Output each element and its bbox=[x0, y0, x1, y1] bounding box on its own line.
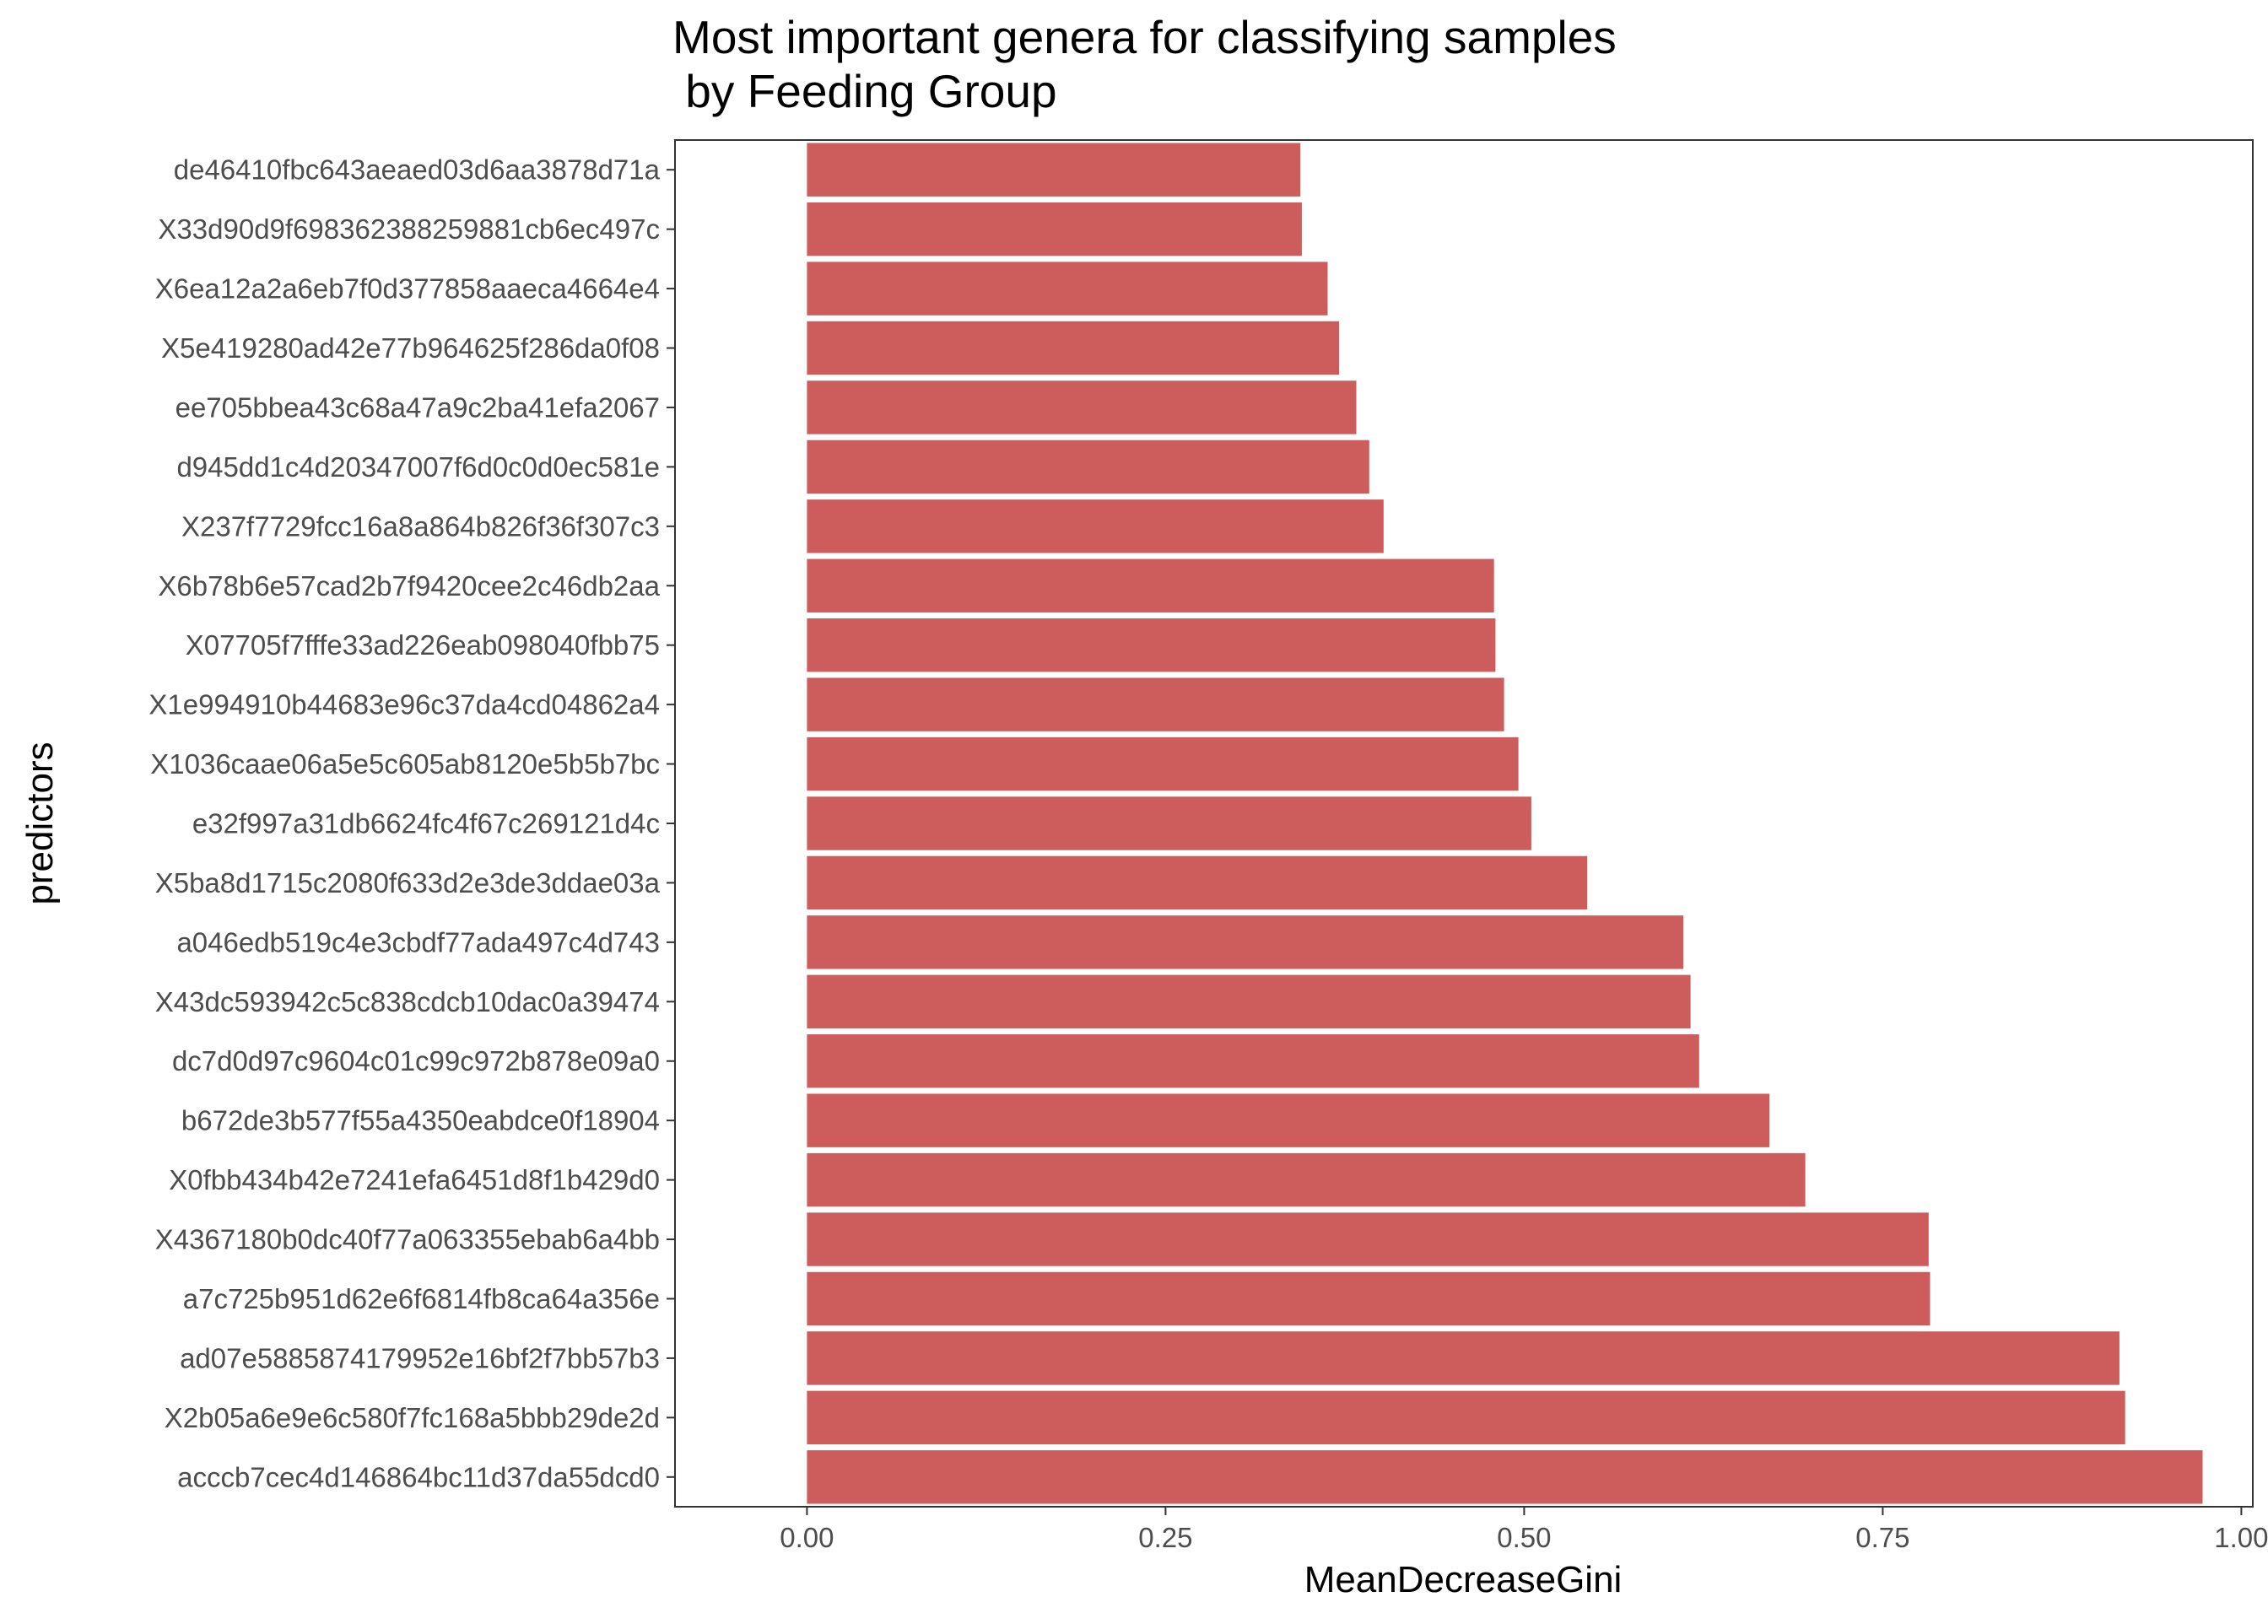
y-tick-label: X6ea12a2a6eb7f0d377858aaeca4664e4 bbox=[155, 273, 660, 305]
chart-subtitle: by Feeding Group bbox=[672, 65, 1057, 117]
y-tick-label: X5ba8d1715c2080f633d2e3de3ddae03a bbox=[155, 867, 661, 898]
y-tick-label: X237f7729fcc16a8a864b826f36f307c3 bbox=[181, 510, 660, 542]
y-tick-label: e32f997a31db6624fc4f67c269121d4c bbox=[192, 808, 660, 839]
y-tick-label: ad07e5885874179952e16bf2f7bb57b3 bbox=[180, 1342, 660, 1373]
y-tick-label: X6b78b6e57cad2b7f9420cee2c46db2aa bbox=[158, 570, 660, 602]
bar-X07705f7fffe33ad226eab098040fbb75 bbox=[807, 618, 1496, 672]
y-tick-label: b672de3b577f55a4350eabdce0f18904 bbox=[181, 1105, 660, 1136]
bar-dc7d0d97c9604c01c99c972b878e09a0 bbox=[807, 1034, 1699, 1088]
y-tick-label: X33d90d9f698362388259881cb6ec497c bbox=[158, 213, 660, 245]
y-tick-label: X4367180b0dc40f77a063355ebab6a4bb bbox=[155, 1224, 660, 1255]
y-tick-label: acccb7cec4d146864bc11d37da55dcd0 bbox=[177, 1461, 660, 1492]
x-tick-label: 0.50 bbox=[1497, 1522, 1551, 1553]
y-tick-label: X0fbb434b42e7241efa6451d8f1b429d0 bbox=[169, 1164, 660, 1195]
bar-de46410fbc643aeaed03d6aa3878d71a bbox=[807, 143, 1301, 197]
x-tick-label: 0.00 bbox=[780, 1522, 834, 1553]
bar-X5ba8d1715c2080f633d2e3de3ddae03a bbox=[807, 855, 1588, 910]
x-axis-ticks: 0.00 0.25 0.50 0.75 1.00 bbox=[780, 1507, 2268, 1553]
bar-X1036caae06a5e5c605ab8120e5b5b7bc bbox=[807, 736, 1519, 791]
bar-X33d90d9f698362388259881cb6ec497c bbox=[807, 202, 1302, 256]
bar-X43dc593942c5c838cdcb10dac0a39474 bbox=[807, 974, 1691, 1028]
bar-b672de3b577f55a4350eabdce0f18904 bbox=[807, 1093, 1770, 1147]
bar-a7c725b951d62e6f6814fb8ca64a356e bbox=[807, 1271, 1930, 1326]
y-tick-label: X5e419280ad42e77b964625f286da0f08 bbox=[161, 332, 660, 364]
x-tick-label: 1.00 bbox=[2214, 1522, 2268, 1553]
x-axis-title: MeanDecreaseGini bbox=[1304, 1559, 1623, 1600]
y-tick-label: dc7d0d97c9604c01c99c972b878e09a0 bbox=[172, 1045, 660, 1076]
y-tick-label: X43dc593942c5c838cdcb10dac0a39474 bbox=[155, 986, 660, 1017]
bar-X5e419280ad42e77b964625f286da0f08 bbox=[807, 321, 1340, 375]
bar-X2b05a6e9e6c580f7fc168a5bbb29de2d bbox=[807, 1390, 2125, 1445]
y-tick-label: X2b05a6e9e6c580f7fc168a5bbb29de2d bbox=[165, 1402, 660, 1433]
bar-X6b78b6e57cad2b7f9420cee2c46db2aa bbox=[807, 558, 1494, 612]
bar-d945dd1c4d20347007f6d0c0d0ec581e bbox=[807, 440, 1369, 494]
bar-X237f7729fcc16a8a864b826f36f307c3 bbox=[807, 499, 1384, 553]
y-tick-label: X1036caae06a5e5c605ab8120e5b5b7bc bbox=[150, 748, 660, 780]
bar-ad07e5885874179952e16bf2f7bb57b3 bbox=[807, 1331, 2120, 1385]
y-tick-label: X07705f7fffe33ad226eab098040fbb75 bbox=[186, 629, 660, 661]
y-tick-label: a046edb519c4e3cbdf77ada497c4d743 bbox=[176, 926, 660, 958]
plot-panel-border bbox=[674, 139, 2254, 1508]
bar-X6ea12a2a6eb7f0d377858aaeca4664e4 bbox=[807, 262, 1328, 316]
bar-X4367180b0dc40f77a063355ebab6a4bb bbox=[807, 1212, 1929, 1266]
bar-ee705bbea43c68a47a9c2ba41efa2067 bbox=[807, 380, 1357, 434]
bar-a046edb519c4e3cbdf77ada497c4d743 bbox=[807, 915, 1684, 969]
y-tick-label: a7c725b951d62e6f6814fb8ca64a356e bbox=[183, 1283, 660, 1314]
bar-X1e994910b44683e96c37da4cd04862a4 bbox=[807, 677, 1504, 731]
chart-title: Most important genera for classifying sa… bbox=[672, 11, 1617, 63]
y-tick-label: ee705bbea43c68a47a9c2ba41efa2067 bbox=[176, 391, 660, 423]
y-tick-label: X1e994910b44683e96c37da4cd04862a4 bbox=[148, 689, 660, 720]
bar-acccb7cec4d146864bc11d37da55dcd0 bbox=[807, 1450, 2203, 1504]
bar-e32f997a31db6624fc4f67c269121d4c bbox=[807, 796, 1531, 850]
x-tick-label: 0.75 bbox=[1855, 1522, 1909, 1553]
y-axis-title: predictors bbox=[19, 742, 61, 904]
y-tick-label: d945dd1c4d20347007f6d0c0d0ec581e bbox=[176, 451, 660, 483]
bars-group bbox=[807, 143, 2203, 1504]
y-axis-ticks: de46410fbc643aeaed03d6aa3878d71a X33d90d9… bbox=[148, 154, 675, 1492]
bar-X0fbb434b42e7241efa6451d8f1b429d0 bbox=[807, 1152, 1806, 1207]
y-tick-label: de46410fbc643aeaed03d6aa3878d71a bbox=[174, 154, 661, 186]
x-tick-label: 0.25 bbox=[1138, 1522, 1192, 1553]
